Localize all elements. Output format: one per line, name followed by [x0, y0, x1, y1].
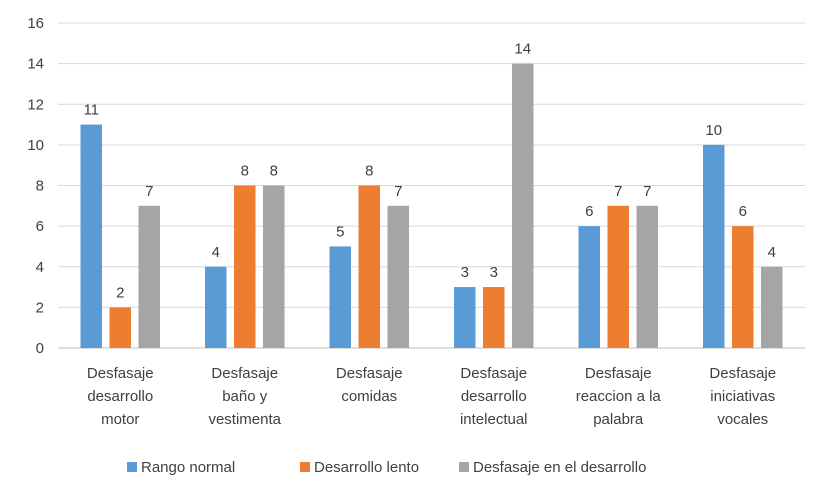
data-label-3-3: 7: [394, 183, 402, 200]
y-tick-label-0: 0: [36, 340, 44, 357]
bar-1-2: [205, 266, 227, 348]
legend-swatch-3: [459, 462, 469, 472]
data-label-2-5: 7: [614, 183, 622, 200]
bars: [80, 63, 783, 348]
category-label-line: Desfasaje: [585, 365, 652, 382]
category-label-line: desarrollo: [461, 388, 527, 405]
bar-2-3: [358, 185, 380, 348]
y-tick-label-2: 2: [36, 299, 44, 316]
data-label-1-5: 6: [585, 203, 593, 220]
category-label-1: Desfasaje desarrollo motor: [87, 365, 154, 428]
bar-1-6: [703, 144, 725, 348]
y-tick-label-4: 4: [36, 259, 44, 276]
legend-swatch-2: [300, 462, 310, 472]
y-axis: 0 2 4 6 8 10 12 14 16: [27, 15, 44, 357]
category-label-line: Desfasaje: [460, 365, 527, 382]
gridlines: [58, 22, 805, 349]
category-label-line: iniciativas: [710, 388, 775, 405]
category-label-line: Desfasaje: [336, 365, 403, 382]
legend-label-3: Desfasaje en el desarrollo: [473, 459, 646, 476]
category-label-line: vestimenta: [208, 411, 281, 428]
data-label-1-2: 4: [212, 244, 220, 261]
y-tick-label-12: 12: [27, 96, 44, 113]
data-label-2-3: 8: [365, 163, 373, 180]
y-tick-label-14: 14: [27, 56, 44, 73]
legend-label-2: Desarrollo lento: [314, 459, 419, 476]
data-label-2-4: 3: [490, 264, 498, 281]
category-label-line: intelectual: [460, 411, 528, 428]
y-tick-label-6: 6: [36, 218, 44, 235]
category-label-line: motor: [101, 411, 139, 428]
category-label-line: comidas: [341, 388, 397, 405]
y-tick-label-10: 10: [27, 137, 44, 154]
data-label-2-6: 6: [739, 203, 747, 220]
category-label-3: Desfasaje comidas: [336, 365, 403, 405]
bar-1-1: [80, 124, 102, 348]
x-axis: Desfasaje desarrollo motor Desfasaje baño y v…: [87, 365, 776, 428]
data-label-1-4: 3: [461, 264, 469, 281]
category-label-line: vocales: [717, 411, 768, 428]
bar-2-4: [483, 287, 505, 348]
bar-3-5: [636, 205, 658, 348]
data-labels: 11 2 7 4 8 8 5 8 7 3 3 14 6 7 7 10 6 4: [83, 41, 775, 302]
data-label-3-1: 7: [145, 183, 153, 200]
data-label-1-3: 5: [336, 223, 344, 240]
data-label-3-4: 14: [514, 41, 531, 58]
data-label-3-2: 8: [270, 163, 278, 180]
data-label-2-1: 2: [116, 284, 124, 301]
y-tick-label-8: 8: [36, 178, 44, 195]
bar-3-1: [138, 205, 160, 348]
category-label-2: Desfasaje baño y vestimenta: [208, 365, 281, 428]
y-tick-label-16: 16: [27, 15, 44, 32]
category-label-line: reaccion a la: [576, 388, 662, 405]
bar-2-5: [607, 205, 629, 348]
category-label-line: Desfasaje: [87, 365, 154, 382]
category-label-line: palabra: [593, 411, 644, 428]
bar-2-2: [234, 185, 256, 348]
data-label-1-6: 10: [705, 122, 722, 139]
bar-2-1: [109, 307, 131, 348]
bar-3-6: [761, 266, 783, 348]
category-label-line: Desfasaje: [709, 365, 776, 382]
category-label-line: Desfasaje: [211, 365, 278, 382]
bar-3-2: [263, 185, 285, 348]
category-label-4: Desfasaje desarrollo intelectual: [460, 365, 528, 428]
data-label-3-6: 4: [768, 244, 776, 261]
bar-1-4: [454, 287, 476, 348]
category-label-6: Desfasaje iniciativas vocales: [709, 365, 776, 428]
data-label-1-1: 11: [83, 102, 99, 119]
bar-1-3: [329, 246, 351, 348]
data-label-3-5: 7: [643, 183, 651, 200]
bar-3-4: [512, 63, 534, 348]
legend-label-1: Rango normal: [141, 459, 235, 476]
bar-1-5: [578, 226, 600, 348]
bar-2-6: [732, 226, 754, 348]
category-label-line: desarrollo: [87, 388, 153, 405]
category-label-5: Desfasaje reaccion a la palabra: [576, 365, 662, 428]
data-label-2-2: 8: [241, 163, 249, 180]
bar-3-3: [387, 205, 409, 348]
category-label-line: baño y: [222, 388, 268, 405]
legend-swatch-1: [127, 462, 137, 472]
legend: Rango normal Desarrollo lento Desfasaje en…: [127, 459, 646, 476]
